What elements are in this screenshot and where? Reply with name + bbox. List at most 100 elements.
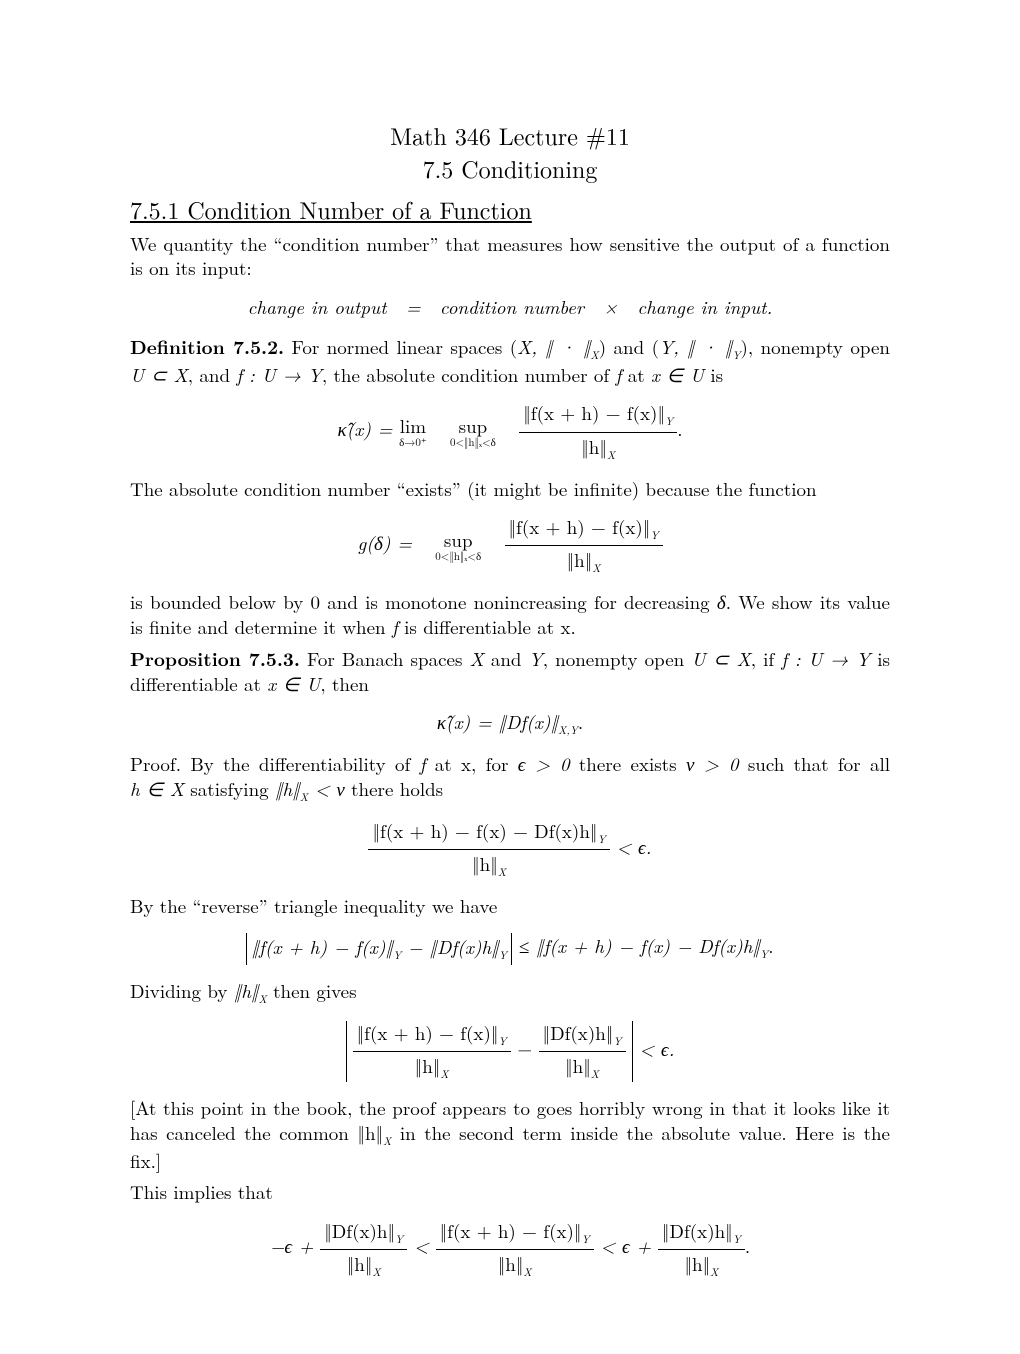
kappa-result-sub: X,Y — [558, 723, 578, 738]
page-container: Math 346 Lecture #11 7.5 Conditioning 7.… — [0, 0, 1020, 1354]
y-norm: Y, ‖ · ‖ — [659, 333, 732, 360]
bounded-text-1: is bounded below by 0 and is monotone no… — [130, 588, 717, 615]
delta-symbol: δ — [717, 588, 726, 615]
imp2-num-sub: Y — [581, 1231, 589, 1246]
implies-frac-3: ‖Df(x)h‖Y ‖h‖X — [658, 1219, 745, 1280]
imp3-num: ‖Df(x)h‖ — [662, 1217, 733, 1244]
g-lhs: g(δ) = — [357, 529, 412, 556]
x-norm: X, ‖ · ‖ — [517, 333, 590, 360]
period-2: . — [578, 708, 583, 735]
proof-text-3: there exists — [570, 750, 686, 777]
proof-text-5: satisfying — [184, 775, 275, 802]
dividing-paragraph: Dividing by ‖h‖X then gives — [130, 979, 890, 1007]
rev-minus: − ‖Df(x)h‖ — [401, 933, 499, 960]
kappa-num: ‖f(x + h) − f(x)‖ — [523, 399, 665, 426]
imp1-den-sub: X — [372, 1264, 380, 1279]
imp3-num-sub: Y — [733, 1231, 741, 1246]
imp3-den: ‖h‖ — [684, 1250, 710, 1277]
implies-inequality: −ϵ + ‖Df(x)h‖Y ‖h‖X < ‖f(x + h) − f(x)‖Y… — [130, 1219, 890, 1280]
rev-left: ‖f(x + h) − f(x)‖ — [251, 933, 393, 960]
kappa-lhs: κ̂(x) = — [337, 415, 392, 442]
eps-plus: < ϵ + — [600, 1232, 657, 1259]
lim-top: lim — [399, 416, 427, 435]
imp2-den: ‖h‖ — [498, 1250, 524, 1277]
lim-bot: δ→0⁺ — [399, 437, 427, 448]
reverse-abs: ‖f(x + h) − f(x)‖Y − ‖Df(x)h‖Y — [246, 933, 512, 965]
div2-den: ‖h‖ — [565, 1052, 591, 1079]
u-subset-x-2: U ⊂ X — [691, 645, 750, 672]
g-fraction: ‖f(x + h) − f(x)‖Y ‖h‖X — [505, 515, 663, 576]
f-map-2: f : U → Y — [781, 645, 870, 672]
h-in-x: h ∈ X — [130, 775, 184, 802]
u-subset-x: U ⊂ X — [130, 361, 188, 388]
sup-operator: sup 0<‖h‖ₓ<δ — [450, 416, 496, 448]
sup-top-2: sup — [435, 530, 481, 549]
title-line-2: 7.5 Conditioning — [130, 153, 890, 184]
proof-text-6: there holds — [345, 775, 443, 802]
imp2-num: ‖f(x + h) − f(x)‖ — [440, 1217, 582, 1244]
kappa-num-sub: Y — [665, 414, 673, 429]
g-delta-equation: g(δ) = sup 0<‖h‖ₓ<δ ‖f(x + h) − f(x)‖Y ‖… — [130, 515, 890, 576]
imp1-den: ‖h‖ — [347, 1250, 373, 1277]
div1-num-sub: Y — [498, 1034, 506, 1049]
bracket-note-paragraph: [At this point in the book, the proof ap… — [130, 1096, 890, 1173]
reverse-inequality: ‖f(x + h) − f(x)‖Y − ‖Df(x)h‖Y ≤ ‖f(x + … — [130, 933, 890, 965]
div1-num: ‖f(x + h) − f(x)‖ — [357, 1019, 499, 1046]
kappa-fraction: ‖f(x + h) − f(x)‖Y ‖h‖X — [519, 401, 677, 462]
proposition-paragraph: Proposition 7.5.3. For Banach spaces X a… — [130, 646, 890, 696]
divide-text-1: Dividing by — [130, 977, 234, 1004]
period-4: . — [745, 1232, 750, 1259]
norm-h-x-sub: X — [259, 992, 267, 1007]
x-in-u: x ∈ U — [651, 361, 704, 388]
eps-gt-zero: ϵ > 0 — [518, 750, 570, 777]
title-line-1: Math 346 Lecture #11 — [130, 120, 890, 151]
period-3: . — [768, 932, 773, 959]
div2-num-sub: Y — [613, 1034, 621, 1049]
g-den-sub: X — [592, 561, 600, 576]
diff-num: ‖f(x + h) − f(x) − Df(x)h‖ — [372, 817, 597, 844]
reverse-triangle-paragraph: By the “reverse” triangle inequality we … — [130, 894, 890, 919]
def-text-1: For normed linear spaces ( — [292, 333, 518, 360]
diff-fraction: ‖f(x + h) − f(x) − Df(x)h‖Y ‖h‖X — [368, 819, 609, 880]
imp1-num-sub: Y — [395, 1231, 403, 1246]
def-text-2: ) and ( — [599, 333, 659, 360]
def-text-6: at — [621, 361, 651, 388]
lt-eps-2: < ϵ. — [633, 1035, 675, 1062]
x-symbol: X — [470, 645, 484, 672]
x-in-u-2: x ∈ U — [267, 670, 320, 697]
imp1-num: ‖Df(x)h‖ — [324, 1217, 395, 1244]
rev-leq-sub: Y — [760, 947, 768, 962]
def-text-4: , and — [188, 361, 237, 388]
proof-text-4: such that for all — [738, 750, 890, 777]
div1-den: ‖h‖ — [415, 1052, 441, 1079]
g-den: ‖h‖ — [567, 546, 593, 573]
kappa-result: κ̂(x) = ‖Df(x)‖ — [437, 708, 558, 735]
lt-1: < — [414, 1232, 436, 1259]
sup-top: sup — [450, 416, 496, 435]
proof-text-1: By the differentiability of — [181, 750, 420, 777]
implies-paragraph: This implies that — [130, 1180, 890, 1205]
prop-text-6: , then — [320, 670, 369, 697]
bounded-text-3: is differentiable at x. — [398, 613, 576, 640]
kappa-den: ‖h‖ — [581, 433, 607, 460]
kappa-den-sub: X — [607, 447, 615, 462]
norm-h-sub: X — [300, 790, 308, 805]
diff-den-sub: X — [498, 865, 506, 880]
rev-minus-sub: Y — [499, 948, 507, 963]
def-text-5: , the absolute condition number of — [322, 361, 616, 388]
y-norm-sub: Y — [732, 347, 740, 362]
period-1: . — [677, 415, 682, 442]
proof-label: Proof. — [130, 750, 181, 777]
relation-equation: change in output = condition number × ch… — [130, 295, 890, 320]
div2-den-sub: X — [591, 1067, 599, 1082]
diff-den: ‖h‖ — [472, 850, 498, 877]
norm-h-x: ‖h‖ — [234, 977, 259, 1004]
imp3-den-sub: X — [710, 1264, 718, 1279]
kappa-definition-equation: κ̂(x) = lim δ→0⁺ sup 0<‖h‖ₓ<δ ‖f(x + h) … — [130, 401, 890, 462]
imp2-den-sub: X — [523, 1264, 531, 1279]
diff-num-sub: Y — [597, 832, 605, 847]
prop-text-1: For Banach spaces — [307, 645, 470, 672]
differentiability-inequality: ‖f(x + h) − f(x) − Df(x)h‖Y ‖h‖X < ϵ. — [130, 819, 890, 880]
lt-eps-1: < ϵ. — [610, 833, 652, 860]
y-symbol: Y — [529, 645, 543, 672]
